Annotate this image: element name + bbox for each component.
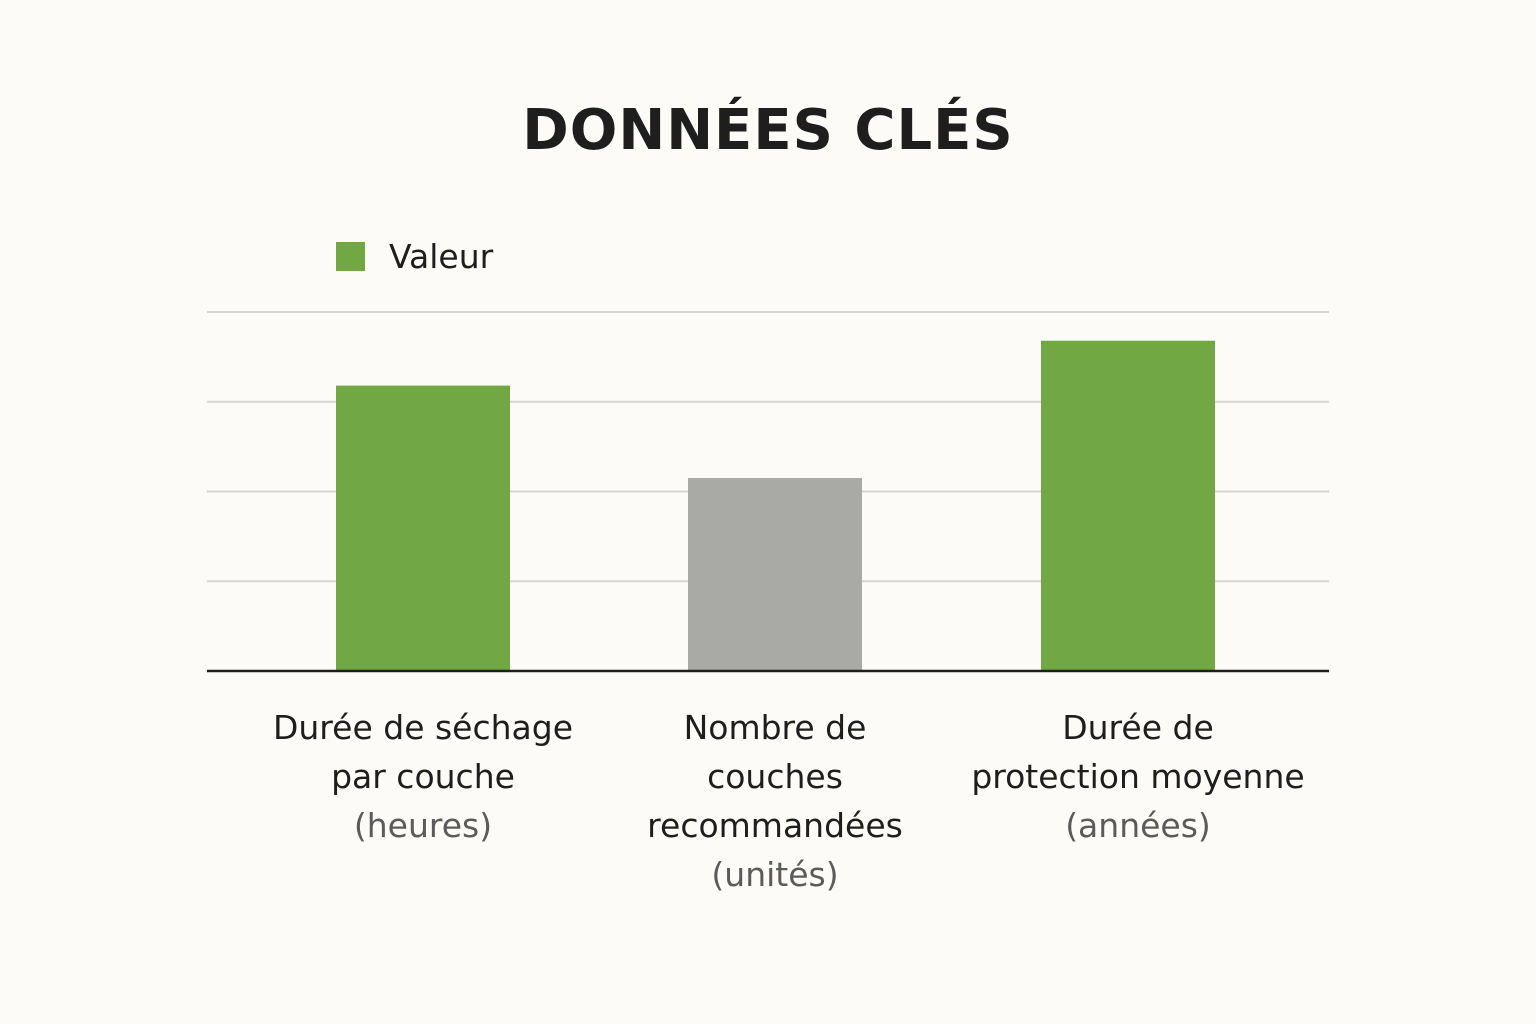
legend-label: Valeur (389, 236, 494, 276)
bar (336, 385, 510, 671)
category-label-line: couches (707, 757, 843, 796)
category-label-drying-time: Durée de séchage par couche (heures) (223, 703, 623, 850)
bar (1041, 340, 1215, 671)
category-unit-label: (unités) (711, 855, 839, 894)
category-label-line: Durée de (1062, 708, 1214, 747)
category-label-line: protection moyenne (971, 757, 1305, 796)
category-unit-label: (heures) (353, 806, 493, 845)
legend: Valeur (336, 236, 493, 276)
category-unit-label: (années) (1065, 806, 1211, 845)
bar (688, 478, 862, 671)
category-label-line: par couche (331, 757, 515, 796)
legend-swatch (336, 241, 365, 271)
category-label-coat-count: Nombre de couches recommandées (unités) (575, 703, 975, 899)
chart-title: DONNÉES CLÉS (522, 98, 1014, 163)
category-label-line: Nombre de (683, 708, 867, 747)
category-label-line: recommandées (647, 806, 903, 845)
category-label-line: Durée de séchage (272, 708, 574, 747)
category-label-protection-duration: Durée de protection moyenne (années) (938, 703, 1338, 850)
